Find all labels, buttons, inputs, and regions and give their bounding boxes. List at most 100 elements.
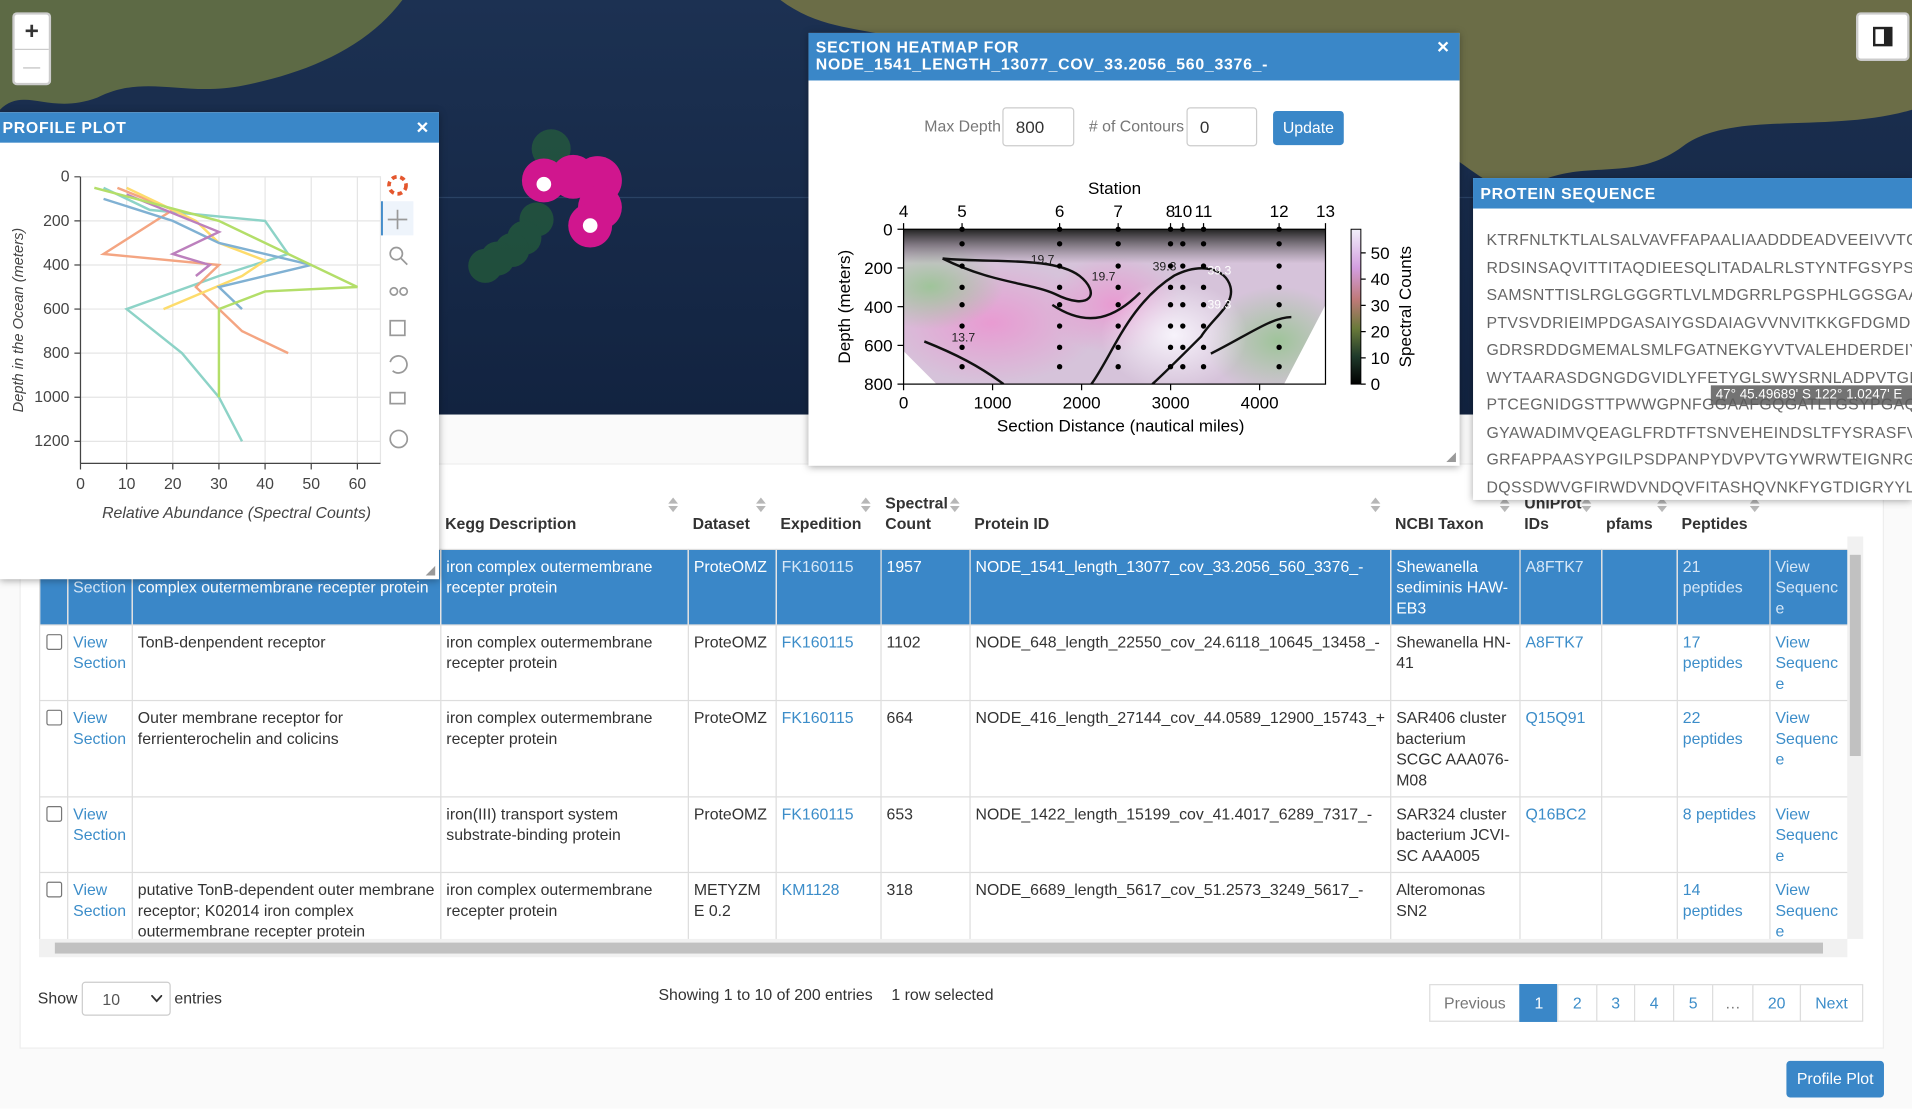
y-tick-label: 0 xyxy=(883,220,893,239)
link[interactable]: Section xyxy=(73,577,127,597)
sort-icon[interactable] xyxy=(860,497,871,513)
update-button[interactable]: Update xyxy=(1273,110,1344,146)
sort-icon[interactable] xyxy=(1499,497,1510,513)
station-tick-label: 5 xyxy=(957,202,966,221)
sort-icon[interactable] xyxy=(1749,497,1760,513)
uniprot[interactable]: Q15Q91 xyxy=(1525,708,1586,727)
sort-icon[interactable] xyxy=(949,497,960,513)
row-checkbox[interactable] xyxy=(46,709,63,726)
h-scrollbar[interactable] xyxy=(39,938,1848,958)
heatmap-field xyxy=(903,229,1326,385)
toolbar[interactable] xyxy=(380,174,414,449)
sample-point xyxy=(1056,344,1063,351)
sample-point xyxy=(1200,284,1207,291)
profile-plot-button[interactable]: Profile Plot xyxy=(1786,1060,1884,1098)
kegg: iron complex outermembrane recepter prot… xyxy=(446,557,653,597)
peptides[interactable]: 8 peptides xyxy=(1682,804,1756,824)
page-button[interactable]: 4 xyxy=(1633,984,1675,1022)
max-depth-label: Max Depth xyxy=(924,117,1001,136)
page-button[interactable]: 5 xyxy=(1673,984,1714,1022)
expedition[interactable]: FK160115 xyxy=(781,557,854,576)
page-button[interactable]: 3 xyxy=(1596,984,1636,1022)
peptides[interactable]: 22 peptides xyxy=(1682,708,1743,748)
page-button[interactable]: Next xyxy=(1799,984,1864,1022)
sample-point xyxy=(1200,302,1207,308)
close-button[interactable]: × xyxy=(416,115,430,140)
y-tick-label: 400 xyxy=(43,257,70,274)
uniprot[interactable]: A8FTK7 xyxy=(1525,632,1584,652)
sort-icon[interactable] xyxy=(756,497,766,513)
sample-point xyxy=(1180,302,1186,308)
peptides-cell: 8 peptides xyxy=(1676,796,1771,874)
h-thumb[interactable] xyxy=(54,942,1824,954)
expedition[interactable]: FK160115 xyxy=(781,708,854,727)
v-thumb[interactable] xyxy=(1849,554,1861,757)
x-tick-label: 20 xyxy=(164,476,182,493)
resize-handle[interactable] xyxy=(425,565,436,576)
sequence[interactable]: View Sequence xyxy=(1775,632,1839,693)
uniprot-cell: Q15Q91 xyxy=(1519,699,1603,798)
sample-point xyxy=(1115,263,1121,269)
station-tick-label: 10 xyxy=(1173,202,1192,221)
close-button[interactable]: × xyxy=(1437,35,1450,59)
sample-point xyxy=(1167,364,1174,370)
expedition[interactable]: FK160115 xyxy=(781,632,854,652)
sidebar-toggle[interactable] xyxy=(1855,12,1910,61)
row-checkbox[interactable] xyxy=(46,806,63,822)
sample-point xyxy=(1056,364,1063,370)
sample-point xyxy=(1180,284,1186,291)
colorbar-tick-label: 50 xyxy=(1371,244,1390,263)
uniprot[interactable]: Q16BC2 xyxy=(1525,804,1587,824)
table-body: Section complex outermembrane recepter pr… xyxy=(39,548,1848,939)
resize-handle[interactable] xyxy=(1446,452,1456,463)
link[interactable]: View Section xyxy=(73,632,127,672)
max-depth-input[interactable]: 800 xyxy=(1002,107,1075,147)
zoom-out[interactable]: — xyxy=(23,56,41,76)
sample-point xyxy=(1180,226,1186,232)
x-tick-label: 30 xyxy=(210,476,228,493)
sort-icon[interactable] xyxy=(1370,497,1381,513)
sequence[interactable]: View Sequence xyxy=(1775,880,1839,939)
link[interactable]: View Section xyxy=(73,880,127,920)
sample-point xyxy=(1115,226,1121,232)
peptides[interactable]: 17 peptides xyxy=(1682,632,1743,672)
header-cell: Spectral Count xyxy=(880,487,970,538)
page-button[interactable]: … xyxy=(1712,984,1754,1022)
protein-id: NODE_6689_length_5617_cov_51.2573_3249_5… xyxy=(975,880,1364,899)
sort-icon[interactable] xyxy=(1581,497,1592,513)
sequence[interactable]: View Sequence xyxy=(1775,708,1839,769)
expedition-cell: FK160115 xyxy=(775,699,882,798)
sequence-line: PTVSVDRIEIMPDGASAIYGSDAIAGVVNVITKKGFDGMD… xyxy=(1486,312,1912,332)
row-checkbox[interactable] xyxy=(46,634,63,650)
sort-icon[interactable] xyxy=(668,497,678,513)
sequence[interactable]: View Sequence xyxy=(1775,557,1839,618)
peptides[interactable]: 21 peptides xyxy=(1682,557,1743,597)
uniprot[interactable]: A8FTK7 xyxy=(1525,557,1584,576)
page-button[interactable]: Previous xyxy=(1429,984,1521,1022)
link[interactable]: View Section xyxy=(73,708,127,748)
caret xyxy=(151,995,163,1003)
v-scrollbar[interactable] xyxy=(1847,536,1864,939)
page-button[interactable]: 2 xyxy=(1557,984,1598,1022)
kegg: iron complex outermembrane recepter prot… xyxy=(446,708,653,748)
zoom-in[interactable]: + xyxy=(14,15,49,50)
page-button[interactable]: 20 xyxy=(1752,984,1802,1022)
sort-icon[interactable] xyxy=(1657,497,1667,513)
length-select[interactable]: 10 xyxy=(81,981,171,1016)
dataset: ProteOMZ xyxy=(693,632,767,652)
expedition[interactable]: FK160115 xyxy=(781,804,854,824)
row-checkbox[interactable] xyxy=(46,881,63,898)
sample-point xyxy=(959,226,965,232)
page-button[interactable]: 1 xyxy=(1519,984,1559,1022)
sequence[interactable]: View Sequence xyxy=(1775,804,1839,865)
y-tick-label: 200 xyxy=(43,213,70,230)
sample-point xyxy=(1115,344,1121,351)
contours-input[interactable]: 0 xyxy=(1186,107,1258,147)
protein-id-cell: NODE_416_length_27144_cov_44.0589_12900_… xyxy=(969,699,1392,798)
x-tick-label: 2000 xyxy=(1063,393,1101,412)
header-text: Protein ID xyxy=(974,514,1050,533)
expedition[interactable]: KM1128 xyxy=(781,880,840,899)
link[interactable]: View Section xyxy=(73,804,127,844)
peptides[interactable]: 14 peptides xyxy=(1682,880,1743,920)
profile-line xyxy=(126,193,222,277)
